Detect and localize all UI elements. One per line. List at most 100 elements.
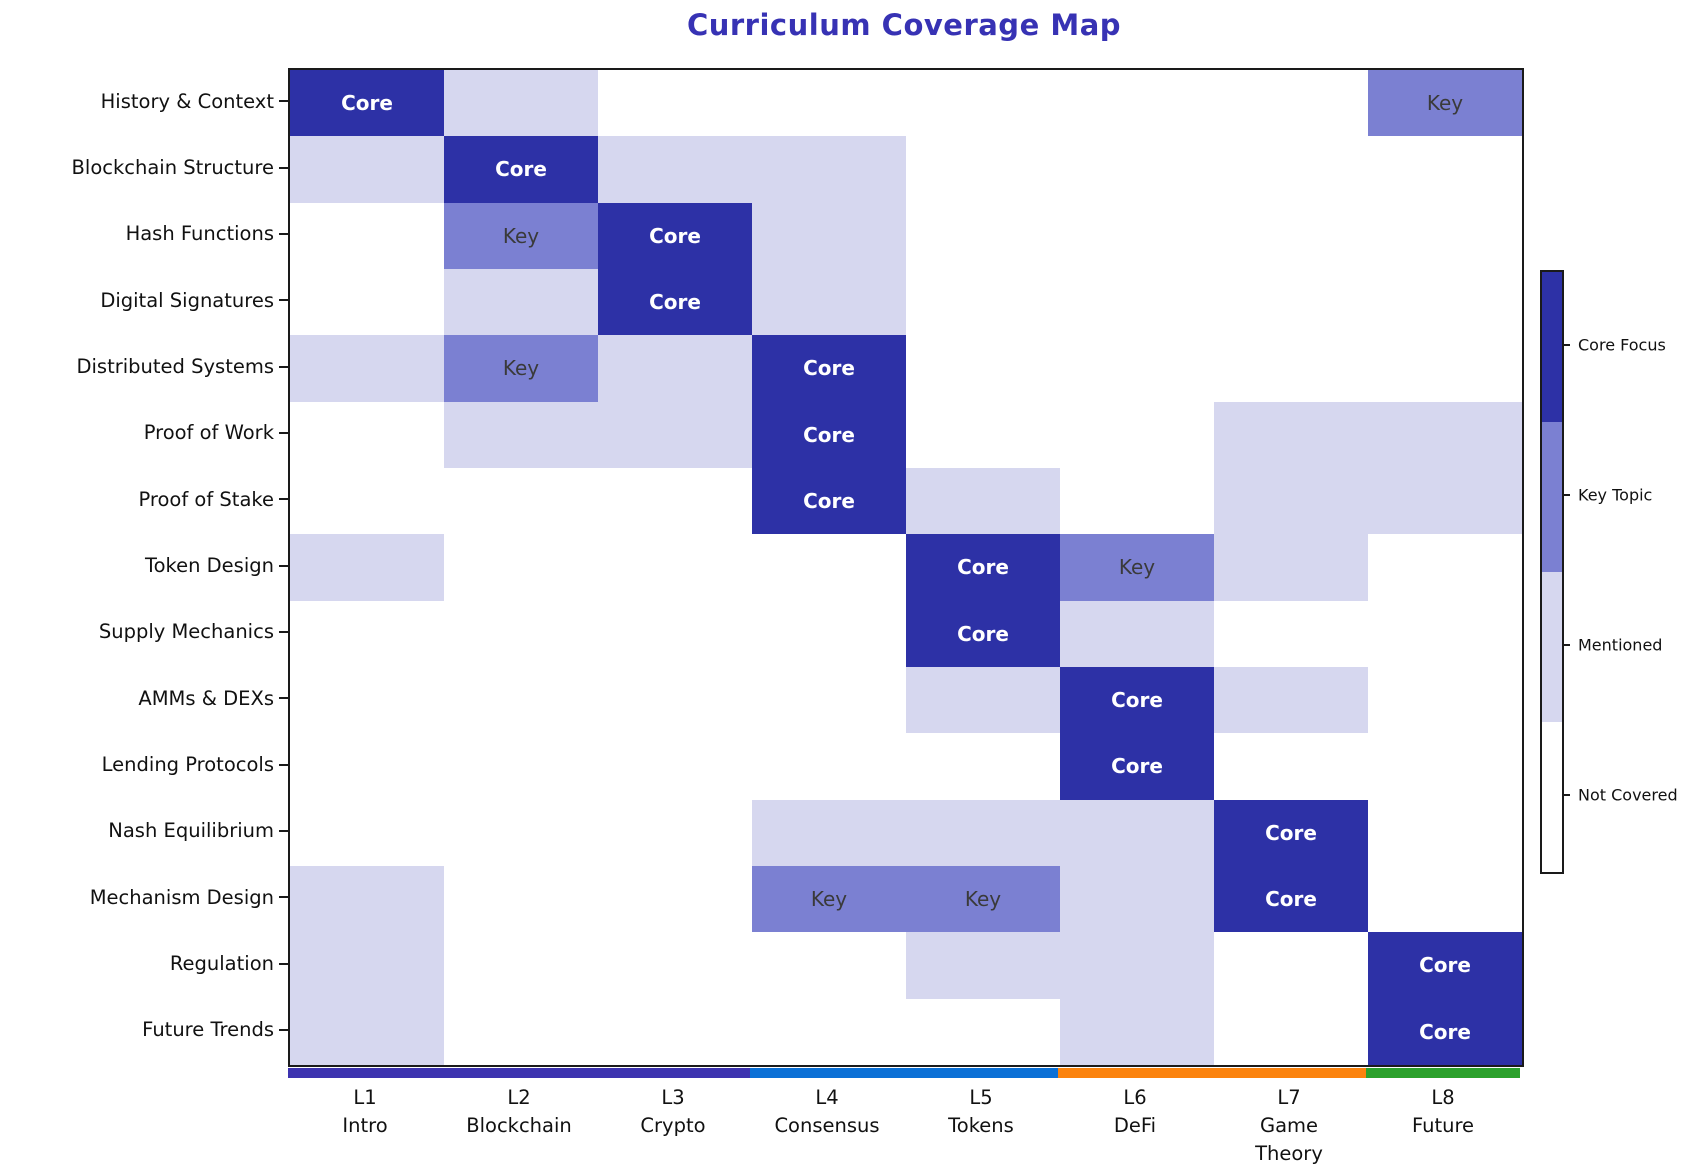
colorbar (1540, 270, 1564, 874)
heatmap-cell (1368, 136, 1522, 203)
heatmap-cell (1060, 866, 1214, 933)
colorbar-tick (1562, 794, 1570, 796)
y-axis-label: Blockchain Structure (71, 155, 274, 179)
y-axis-tick (279, 630, 288, 633)
heatmap-cell (1214, 468, 1368, 535)
colorbar-segment (1542, 722, 1562, 872)
y-axis-label: Hash Functions (125, 222, 274, 246)
heatmap-cell (1214, 335, 1368, 402)
heatmap-cell: Core (1214, 866, 1368, 933)
heatmap-cell (444, 70, 598, 137)
heatmap-cell (1060, 202, 1214, 269)
heatmap-cell (1214, 998, 1368, 1065)
y-axis-label: Token Design (144, 553, 274, 577)
y-axis-tick (279, 697, 288, 700)
heatmap-cell (444, 600, 598, 667)
x-axis-label: L2 Blockchain (466, 1086, 572, 1137)
heatmap-cell (752, 136, 906, 203)
heatmap-cell (598, 799, 752, 866)
heatmap-cell (290, 335, 444, 402)
heatmap-cell (290, 667, 444, 734)
heatmap-cell (1214, 401, 1368, 468)
heatmap-cell (1368, 468, 1522, 535)
colorbar-label: Key Topic (1578, 485, 1653, 505)
heatmap-cell (1214, 932, 1368, 999)
heatmap-cell: Key (444, 202, 598, 269)
colorbar-segment (1542, 572, 1562, 722)
heatmap-cell: Core (752, 401, 906, 468)
colorbar-label: Not Covered (1578, 785, 1678, 805)
heatmap-cell (290, 932, 444, 999)
y-axis-tick (279, 365, 288, 368)
heatmap-cell (1214, 70, 1368, 137)
x-axis-label: L3 Crypto (640, 1086, 706, 1137)
heatmap-cell (752, 269, 906, 336)
y-axis-label: AMMs & DEXs (138, 686, 274, 710)
heatmap-cell (290, 534, 444, 601)
heatmap-cell (752, 600, 906, 667)
heatmap-cell (598, 667, 752, 734)
colorbar-label: Mentioned (1578, 635, 1663, 655)
x-axis-label: L7 Game Theory (1255, 1086, 1323, 1165)
heatmap-cell (598, 998, 752, 1065)
heatmap-cell: Core (752, 468, 906, 535)
heatmap-cell: Key (1368, 70, 1522, 137)
y-axis-label: Distributed Systems (76, 354, 274, 378)
heatmap-cell (1214, 733, 1368, 800)
heatmap-cell: Core (290, 70, 444, 137)
heatmap-cell (752, 932, 906, 999)
x-axis-label: L1 Intro (342, 1086, 388, 1137)
heatmap-cell (1060, 269, 1214, 336)
heatmap-cell (906, 799, 1060, 866)
heatmap-cell (290, 136, 444, 203)
heatmap-cell (1060, 932, 1214, 999)
heatmap-cell (444, 932, 598, 999)
heatmap-cell (906, 932, 1060, 999)
heatmap-cell: Core (752, 335, 906, 402)
heatmap-cell (906, 136, 1060, 203)
heatmap-cell (1368, 667, 1522, 734)
heatmap-cell (1060, 799, 1214, 866)
heatmap-cell (598, 468, 752, 535)
heatmap-cell (1368, 335, 1522, 402)
heatmap-cell (444, 998, 598, 1065)
heatmap-cell: Core (1214, 799, 1368, 866)
y-axis-tick (279, 431, 288, 434)
heatmap-cell (444, 534, 598, 601)
heatmap-cell (598, 733, 752, 800)
heatmap-cell: Key (444, 335, 598, 402)
heatmap-cell: Core (906, 600, 1060, 667)
heatmap-cell (906, 468, 1060, 535)
y-axis-label: History & Context (100, 89, 274, 113)
heatmap-cell (1060, 70, 1214, 137)
module-strip-segment (1058, 1068, 1366, 1078)
x-axis-label: L5 Tokens (948, 1086, 1014, 1137)
heatmap-cell (598, 600, 752, 667)
heatmap-cell (752, 202, 906, 269)
y-axis-label: Regulation (169, 951, 274, 975)
x-axis-label: L4 Consensus (774, 1086, 880, 1137)
heatmap-cell: Core (444, 136, 598, 203)
colorbar-segment (1542, 422, 1562, 572)
heatmap-cell (906, 202, 1060, 269)
heatmap-cell (598, 136, 752, 203)
heatmap-cell (598, 866, 752, 933)
heatmap-cell (752, 733, 906, 800)
heatmap-cell (1214, 667, 1368, 734)
colorbar-tick (1562, 644, 1570, 646)
heatmap-cell (1368, 269, 1522, 336)
heatmap-cell (1368, 600, 1522, 667)
heatmap-cell (1368, 401, 1522, 468)
colorbar-label: Core Focus (1578, 335, 1666, 355)
heatmap-cell (444, 468, 598, 535)
heatmap-cell (444, 269, 598, 336)
heatmap-cell (1368, 799, 1522, 866)
module-strip-segment (1366, 1068, 1520, 1078)
heatmap-cell (1060, 401, 1214, 468)
heatmap-cell (752, 70, 906, 137)
y-axis-tick (279, 564, 288, 567)
heatmap-cell: Core (598, 269, 752, 336)
colorbar-segment (1542, 272, 1562, 422)
heatmap-cell (290, 202, 444, 269)
y-axis-label: Proof of Work (143, 421, 274, 445)
